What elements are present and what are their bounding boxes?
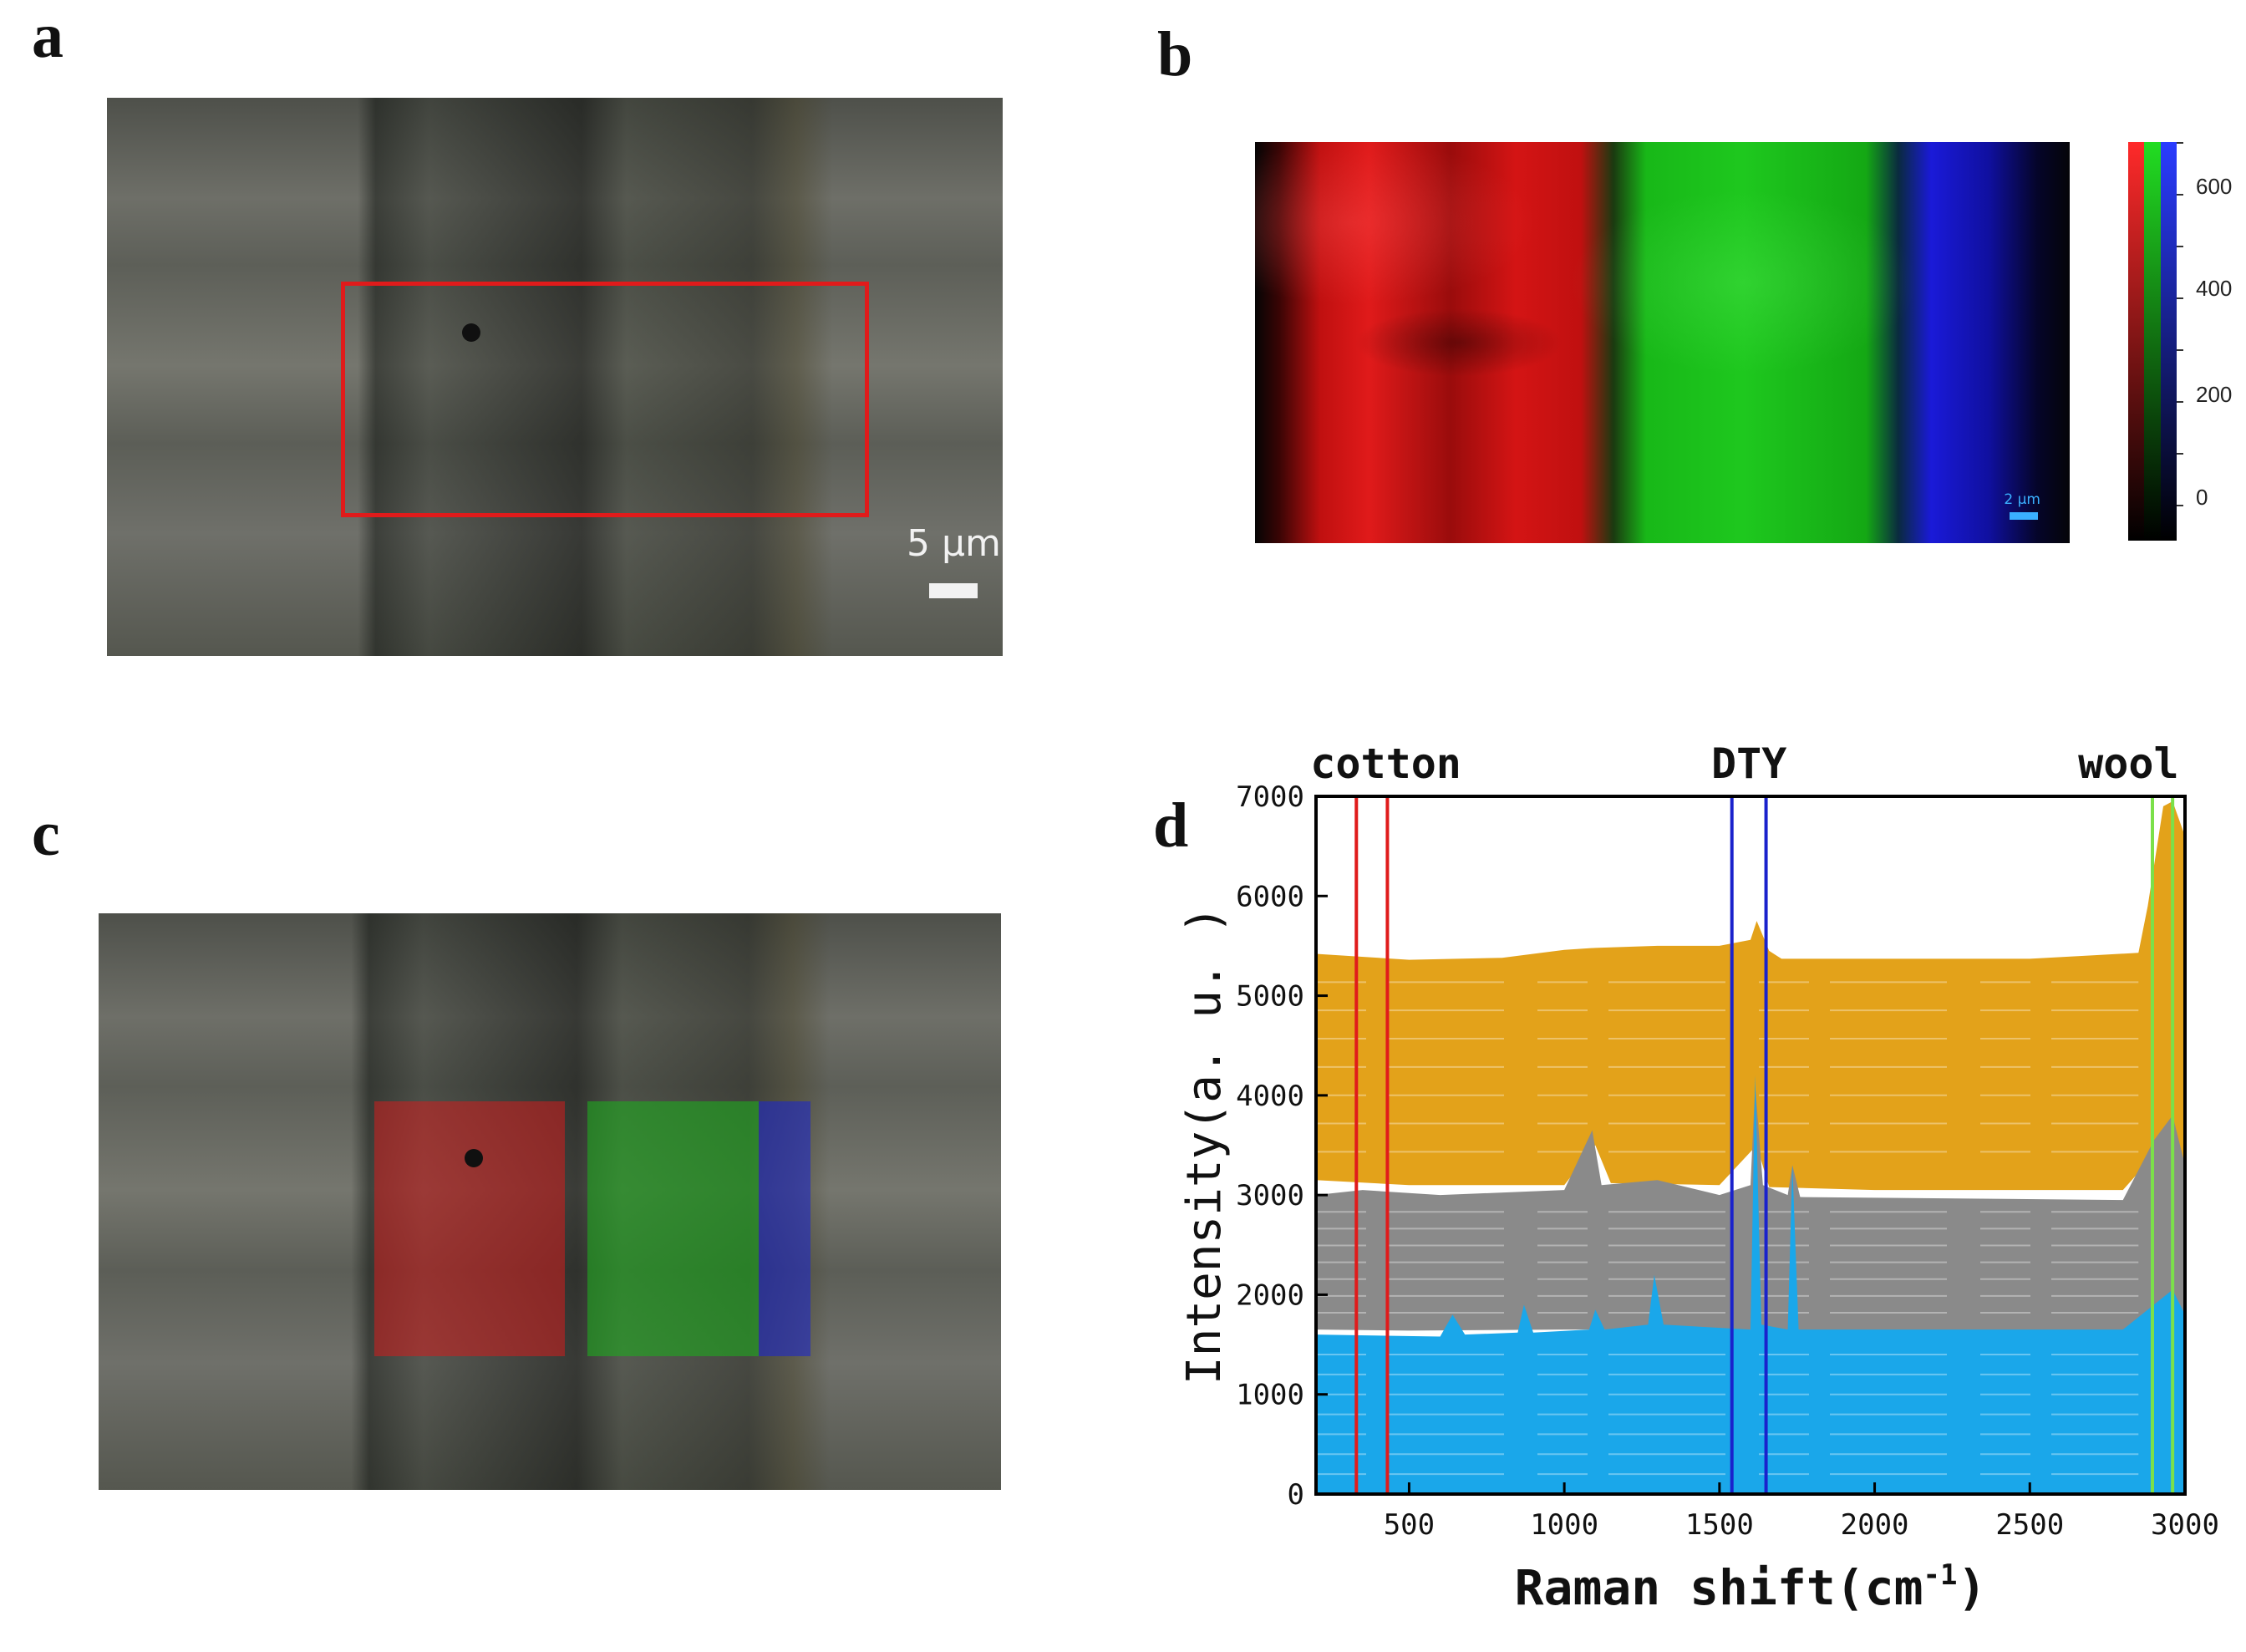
x-tick-label-1500: 1500 (1685, 1508, 1754, 1542)
panel-letter-d: d (1153, 790, 1189, 861)
colorbar (2128, 142, 2177, 541)
scale-label-a: 5 µm (907, 522, 1001, 565)
spectra-band-1 (1316, 1085, 2185, 1331)
colorbar-blue (2160, 142, 2177, 541)
x-axis-label: Raman shift(cm-1) (1515, 1558, 1987, 1616)
colorbar-tickmarks (2177, 142, 2183, 541)
spectra-band-0 (1316, 801, 2185, 1191)
plot-frame (1314, 795, 2187, 1496)
scale-bar-b (2010, 512, 2038, 520)
panel-letter-a: a (32, 1, 64, 71)
spectra-band-2 (1316, 1075, 2185, 1494)
x-axis-label-close: ) (1957, 1559, 1986, 1616)
x-tick-label-3000: 3000 (2151, 1508, 2219, 1542)
y-tick-label-3000: 3000 (1236, 1179, 1304, 1212)
overlay-green-region (587, 1101, 759, 1356)
y-tick-label-5000: 5000 (1236, 980, 1304, 1014)
annotation-label-cotton: cotton (1310, 740, 1461, 788)
inclusion-dot-c (465, 1149, 483, 1167)
y-tick-label-2000: 2000 (1236, 1278, 1304, 1312)
colorbar-tick-600: 600 (2196, 174, 2233, 199)
y-tick-label-1000: 1000 (1236, 1379, 1304, 1412)
scale-label-b: 2 µm (2004, 491, 2040, 508)
y-tick-label-0: 0 (1288, 1478, 1304, 1512)
overlay-red-region (374, 1101, 565, 1356)
panel-letter-c: c (32, 799, 60, 869)
colorbar-tick-400: 400 (2196, 276, 2233, 301)
map-shading (1255, 142, 2070, 543)
annotation-label-DTY: DTY (1711, 740, 1786, 788)
x-tick-label-2500: 2500 (1995, 1508, 2064, 1542)
x-tick-label-2000: 2000 (1841, 1508, 1909, 1542)
inclusion-dot (462, 323, 480, 342)
raman-spectra-chart: cotton DTY wool 500 1000 1500 2000 2500 3000 0 100… (1177, 740, 2219, 1616)
colorbar-green (2144, 142, 2161, 541)
x-axis-label-sup: -1 (1923, 1558, 1958, 1592)
raman-map-b: 2 µm (1255, 142, 2070, 543)
colorbar-red (2128, 142, 2145, 541)
micrograph-a (107, 98, 1003, 656)
overlay-blue-region (759, 1101, 810, 1356)
y-tick-label-7000: 7000 (1236, 780, 1304, 814)
y-axis-label: Intensity(a. u. ) (1177, 906, 1232, 1385)
colorbar-tick-200: 200 (2196, 382, 2233, 407)
colorbar-tick-0: 0 (2196, 485, 2208, 510)
x-tick-label-1000: 1000 (1530, 1508, 1598, 1542)
roi-rectangle (341, 282, 869, 517)
y-tick-label-6000: 6000 (1236, 880, 1304, 913)
overlay-image-c (99, 913, 1001, 1490)
y-tick-label-4000: 4000 (1236, 1080, 1304, 1113)
panel-letter-b: b (1157, 19, 1193, 89)
x-tick-label-500: 500 (1384, 1508, 1435, 1542)
scale-bar-a (929, 583, 978, 598)
annotation-label-wool: wool (2078, 740, 2178, 788)
